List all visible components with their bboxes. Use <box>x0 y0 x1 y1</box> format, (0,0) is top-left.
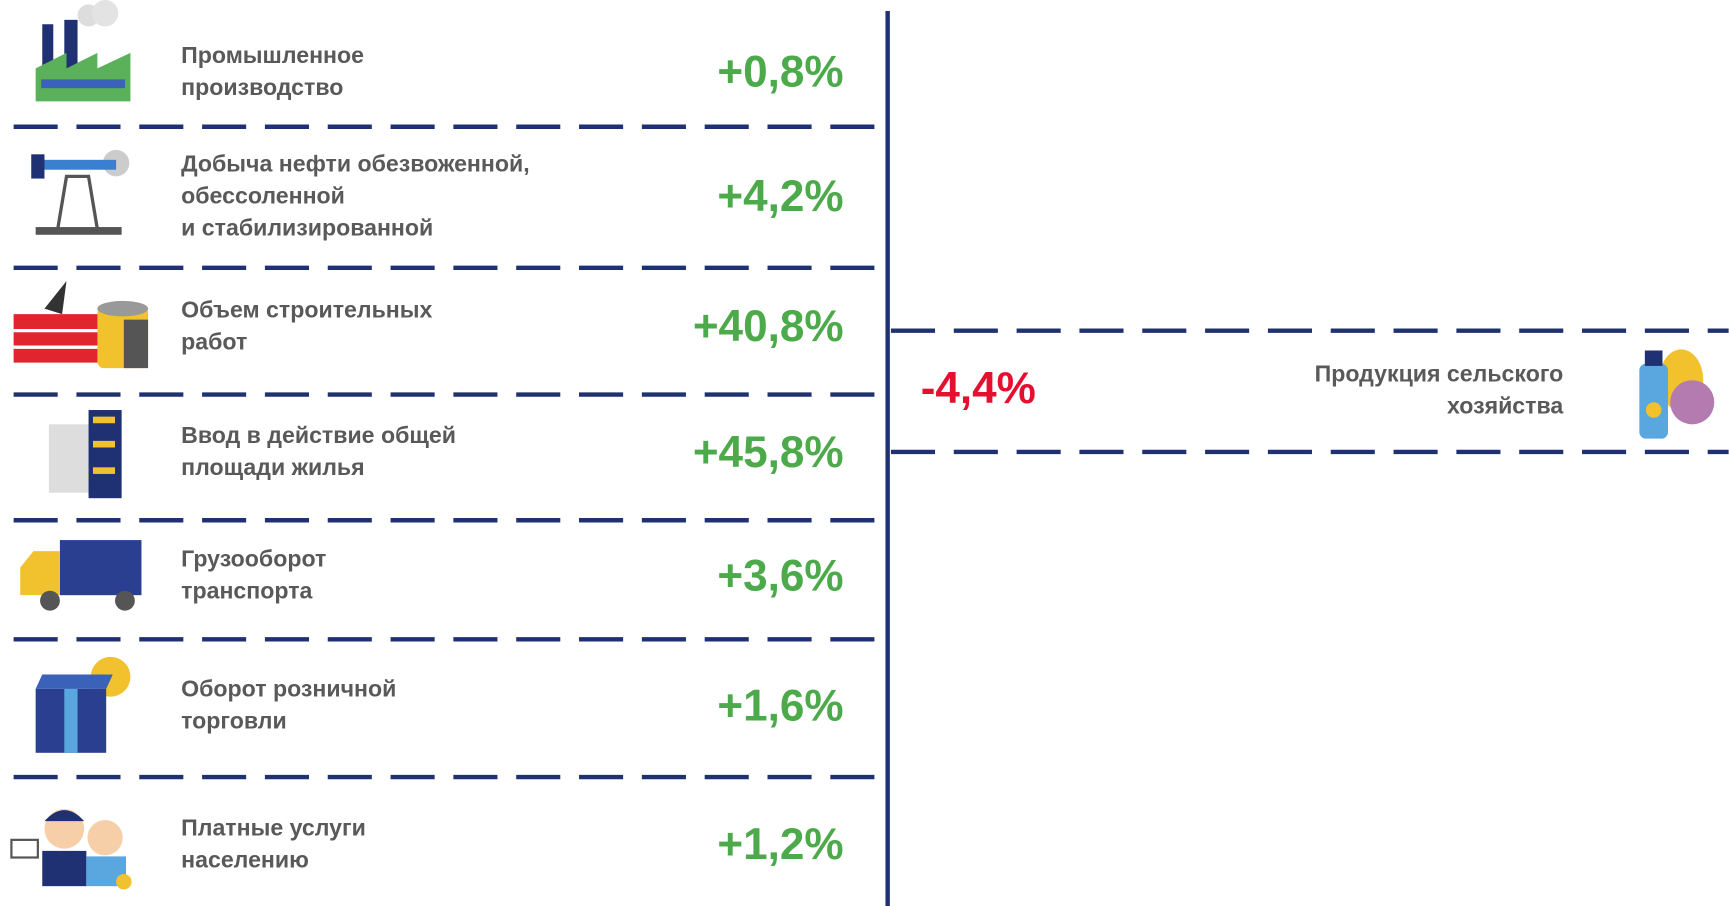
row-value: +40,8% <box>693 302 844 351</box>
row-label: работ <box>181 328 247 354</box>
row-label: Платные услуги <box>181 815 366 841</box>
row-label: торговли <box>181 708 287 734</box>
row-label: населению <box>181 846 309 872</box>
row-label: Ввод в действие общей <box>181 422 456 448</box>
row-label: Оборот розничной <box>181 676 396 702</box>
row-label: площади жилья <box>181 454 364 480</box>
row-label: Объем строительных <box>181 296 432 322</box>
row-label: и стабилизированной <box>181 214 433 240</box>
row-label: транспорта <box>181 578 313 604</box>
side-label: Продукция сельского <box>1315 360 1564 386</box>
side-label: хозяйства <box>1447 392 1564 418</box>
row-label: Грузооборот <box>181 546 326 572</box>
row-label: обессоленной <box>181 182 345 208</box>
row-value: +4,2% <box>717 172 843 221</box>
gift-icon <box>35 656 131 753</box>
row-label: Промышленное <box>181 42 364 68</box>
farm-icon <box>1639 349 1715 439</box>
row-value: +3,6% <box>717 551 843 600</box>
side-value: -4,4% <box>921 364 1036 413</box>
truck-icon <box>20 540 142 611</box>
row-label: производство <box>181 74 343 100</box>
row-value: +1,2% <box>717 820 843 869</box>
row-value: +45,8% <box>693 428 844 477</box>
row-value: +1,6% <box>717 681 843 730</box>
oil-icon <box>31 149 130 235</box>
factory-icon <box>35 0 131 102</box>
row-label: Добыча нефти обезвоженной, <box>181 150 530 176</box>
people-icon <box>10 809 132 890</box>
building-icon <box>48 410 122 499</box>
row-value: +0,8% <box>717 48 843 97</box>
bricks-icon <box>13 281 149 369</box>
